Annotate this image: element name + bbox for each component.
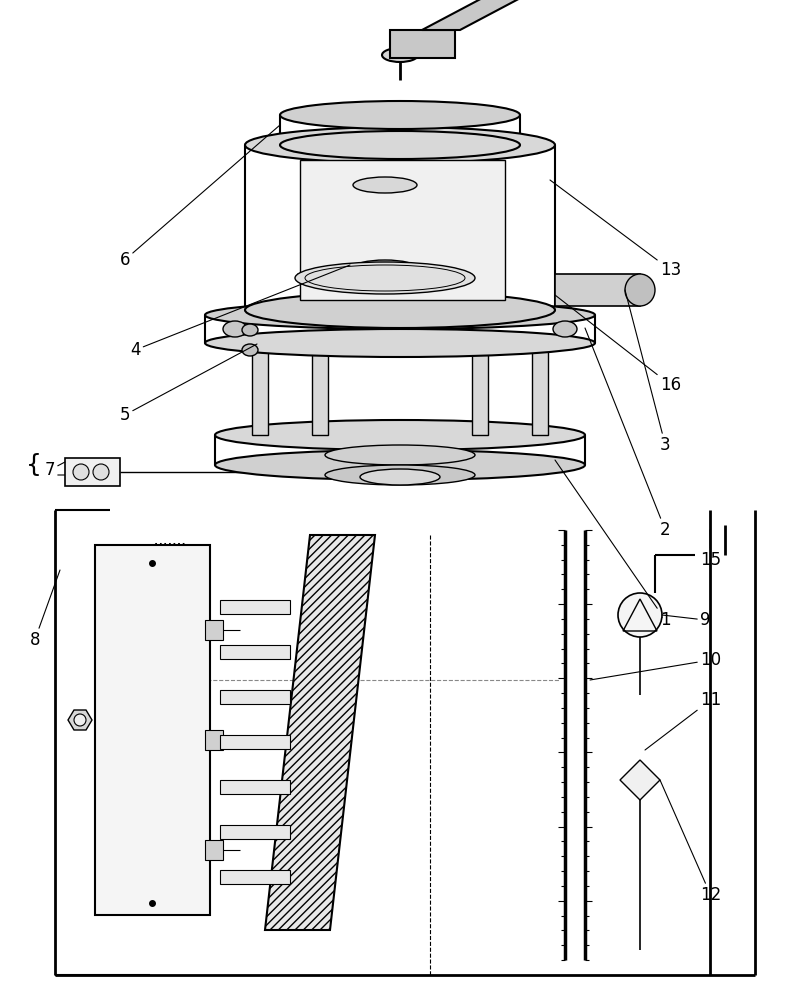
Text: 6: 6 bbox=[119, 125, 280, 269]
Text: 9: 9 bbox=[662, 611, 711, 629]
Text: 10: 10 bbox=[590, 651, 721, 680]
Ellipse shape bbox=[242, 344, 258, 356]
Ellipse shape bbox=[353, 177, 417, 193]
Bar bbox=[312, 343, 328, 435]
Bar bbox=[95, 545, 210, 915]
Circle shape bbox=[73, 464, 89, 480]
Text: 16: 16 bbox=[555, 295, 681, 394]
Ellipse shape bbox=[205, 301, 595, 329]
Text: {: { bbox=[26, 453, 42, 477]
Polygon shape bbox=[265, 535, 375, 930]
Bar bbox=[252, 343, 268, 435]
Bar bbox=[472, 343, 488, 435]
Text: 13: 13 bbox=[550, 180, 681, 279]
Circle shape bbox=[93, 464, 109, 480]
Ellipse shape bbox=[245, 292, 555, 328]
Text: 12: 12 bbox=[660, 780, 721, 904]
Bar bbox=[65, 458, 120, 486]
Bar bbox=[205, 730, 223, 750]
Bar bbox=[220, 600, 290, 614]
Text: 8: 8 bbox=[29, 570, 60, 649]
Bar bbox=[220, 690, 290, 704]
Bar bbox=[390, 30, 455, 58]
Ellipse shape bbox=[280, 101, 520, 129]
Bar bbox=[220, 825, 290, 839]
Polygon shape bbox=[620, 760, 660, 800]
Text: 11: 11 bbox=[645, 691, 721, 750]
Text: 7: 7 bbox=[45, 461, 65, 479]
Ellipse shape bbox=[242, 324, 258, 336]
Bar bbox=[205, 840, 223, 860]
Text: 3: 3 bbox=[625, 290, 671, 454]
Ellipse shape bbox=[295, 262, 475, 294]
Text: 2: 2 bbox=[585, 328, 671, 539]
Ellipse shape bbox=[325, 445, 475, 465]
Ellipse shape bbox=[382, 48, 418, 62]
Bar bbox=[220, 735, 290, 749]
Ellipse shape bbox=[215, 450, 585, 480]
Circle shape bbox=[74, 714, 86, 726]
Ellipse shape bbox=[625, 274, 655, 306]
Text: 5: 5 bbox=[119, 344, 257, 424]
Ellipse shape bbox=[223, 321, 247, 337]
Circle shape bbox=[618, 593, 662, 637]
Polygon shape bbox=[422, 0, 545, 30]
Ellipse shape bbox=[280, 131, 520, 159]
Ellipse shape bbox=[245, 127, 555, 163]
Ellipse shape bbox=[553, 321, 577, 337]
Ellipse shape bbox=[360, 469, 440, 485]
Ellipse shape bbox=[205, 329, 595, 357]
Bar bbox=[220, 870, 290, 884]
Bar bbox=[205, 620, 223, 640]
Ellipse shape bbox=[215, 420, 585, 450]
Bar bbox=[532, 343, 548, 435]
Bar bbox=[300, 160, 505, 300]
Text: 4: 4 bbox=[130, 265, 350, 359]
Ellipse shape bbox=[353, 260, 417, 276]
Polygon shape bbox=[68, 710, 92, 730]
Text: 15: 15 bbox=[700, 530, 721, 569]
Bar bbox=[220, 645, 290, 659]
Bar bbox=[555, 274, 640, 306]
Ellipse shape bbox=[325, 465, 475, 485]
Bar bbox=[220, 780, 290, 794]
Text: 1: 1 bbox=[555, 460, 671, 629]
